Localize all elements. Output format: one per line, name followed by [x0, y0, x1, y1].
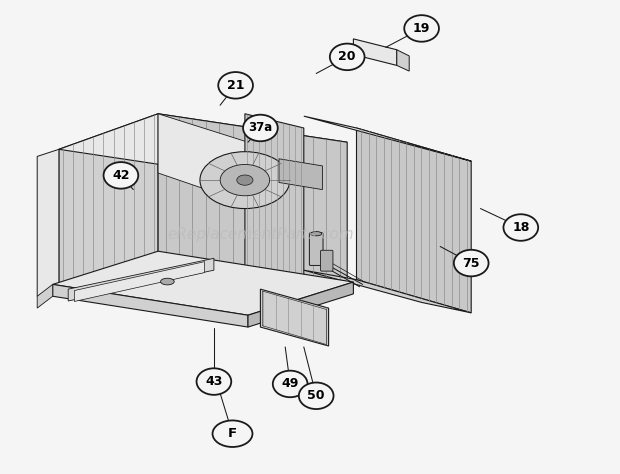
Ellipse shape [213, 420, 252, 447]
Ellipse shape [237, 175, 253, 185]
Circle shape [218, 72, 253, 99]
Text: 43: 43 [205, 375, 223, 388]
Circle shape [197, 368, 231, 395]
Polygon shape [356, 128, 471, 313]
Circle shape [404, 15, 439, 42]
Polygon shape [68, 258, 214, 301]
Ellipse shape [161, 278, 174, 285]
Polygon shape [353, 39, 397, 65]
Polygon shape [158, 114, 347, 287]
Polygon shape [37, 284, 53, 308]
Text: 37a: 37a [248, 121, 273, 135]
Circle shape [273, 371, 308, 397]
Text: 50: 50 [308, 389, 325, 402]
Polygon shape [260, 289, 329, 346]
Text: 19: 19 [413, 22, 430, 35]
Circle shape [243, 115, 278, 141]
Circle shape [454, 250, 489, 276]
Polygon shape [304, 116, 471, 161]
Polygon shape [74, 262, 205, 301]
Circle shape [330, 44, 365, 70]
Polygon shape [59, 114, 347, 178]
Ellipse shape [311, 232, 322, 236]
Ellipse shape [200, 152, 290, 209]
Polygon shape [37, 149, 59, 296]
Text: 21: 21 [227, 79, 244, 92]
Polygon shape [304, 270, 471, 313]
Polygon shape [53, 251, 353, 315]
Polygon shape [248, 282, 353, 327]
Polygon shape [279, 159, 322, 190]
Text: 18: 18 [512, 221, 529, 234]
Polygon shape [59, 114, 158, 289]
Text: 49: 49 [281, 377, 299, 391]
Text: F: F [228, 427, 237, 440]
FancyBboxPatch shape [309, 233, 323, 265]
Polygon shape [397, 50, 409, 71]
Text: 75: 75 [463, 256, 480, 270]
Circle shape [503, 214, 538, 241]
Text: 42: 42 [112, 169, 130, 182]
Text: eReplacementParts.com: eReplacementParts.com [167, 227, 354, 242]
Circle shape [299, 383, 334, 409]
Polygon shape [158, 114, 248, 204]
FancyBboxPatch shape [321, 250, 333, 271]
Polygon shape [245, 114, 304, 296]
Polygon shape [53, 284, 248, 327]
Text: 20: 20 [339, 50, 356, 64]
Ellipse shape [220, 164, 270, 196]
Circle shape [104, 162, 138, 189]
